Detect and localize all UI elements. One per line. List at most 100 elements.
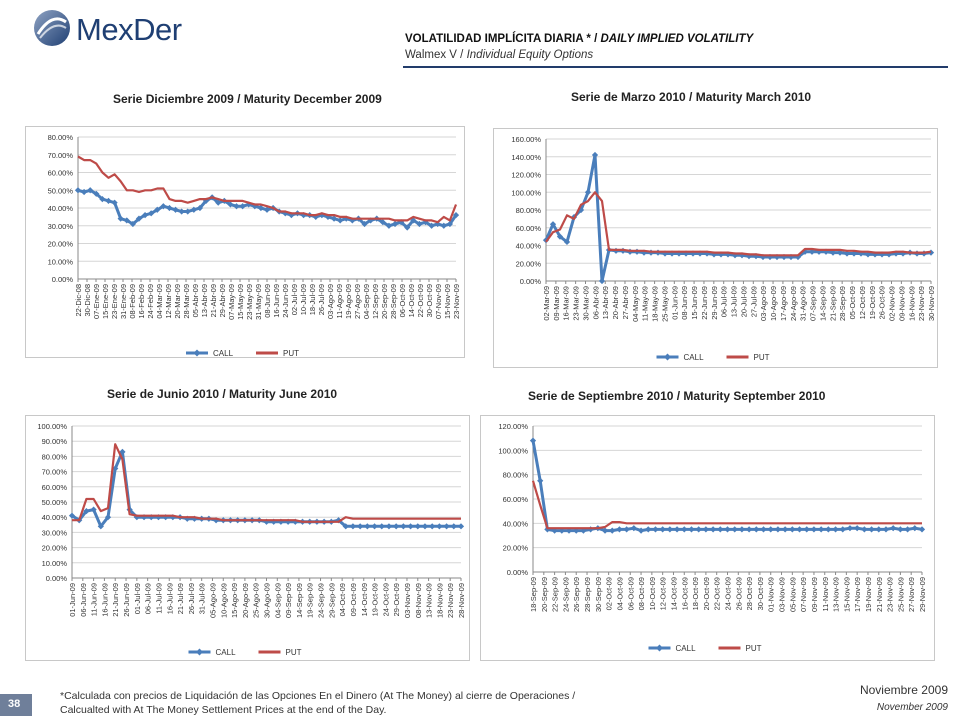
x-tick-label: 23-Ene-09 — [110, 284, 119, 319]
x-tick-label: 07-Ene-09 — [92, 284, 101, 319]
footnote: *Calculada con precios de Liquidación de… — [60, 689, 575, 717]
x-tick-label: 15-Nov-09 — [842, 577, 851, 612]
x-tick-label: 21-Jun-09 — [111, 583, 120, 617]
point-call — [803, 526, 810, 533]
x-tick-label: 05-Ago-09 — [208, 583, 217, 618]
y-tick-label: 80.00% — [503, 471, 529, 480]
y-tick-label: 80.00% — [516, 206, 542, 215]
legend-label-put: PUT — [286, 648, 302, 657]
x-tick-label: 13-Abr-09 — [601, 286, 610, 319]
point-call — [184, 208, 191, 215]
chart-svg: 0.00% 20.00% 40.00% 60.00% 80.00% 100.00% 120.… — [498, 422, 927, 653]
point-call — [745, 526, 753, 533]
point-call — [457, 523, 465, 530]
x-tick-label: 23-Nov-09 — [446, 583, 455, 618]
x-tick-label: 16-Oct-09 — [680, 577, 689, 610]
logo-globe-icon — [34, 10, 70, 46]
x-tick-label: 25-May-09 — [660, 286, 669, 322]
x-tick-label: 10-Oct-09 — [648, 577, 657, 610]
x-tick-label: 24-Oct-09 — [381, 583, 390, 616]
point-call — [239, 203, 246, 210]
x-tick-label: 26-Jul-09 — [187, 583, 196, 614]
point-call — [673, 526, 681, 533]
legend-label-put: PUT — [746, 644, 762, 653]
y-tick-label: 40.00% — [48, 204, 74, 213]
x-tick-label: 15-Ago-09 — [230, 583, 239, 618]
chart-march-2010: Serie de Marzo 2010 / Maturity March 201… — [483, 86, 938, 368]
x-tick-label: 26-Oct-09 — [734, 577, 743, 610]
page-title-separator: / — [590, 33, 601, 45]
x-tick-label: 08-Jun-09 — [680, 286, 689, 320]
x-tick-label: 29-Oct-09 — [392, 583, 401, 616]
y-tick-label: 20.00% — [503, 544, 529, 553]
page-subtitle-en: Individual Equity Options — [466, 49, 594, 61]
y-tick-label: 60.00% — [516, 224, 542, 233]
x-tick-label: 26-Jul-09 — [317, 284, 326, 315]
point-call — [666, 526, 673, 533]
x-tick-label: 01-Nov-09 — [767, 577, 776, 612]
legend-marker — [663, 353, 672, 361]
point-call — [378, 523, 385, 530]
x-tick-label: 06-Jun-09 — [79, 583, 88, 617]
point-call — [330, 215, 338, 222]
point-call — [598, 277, 606, 285]
x-tick-label: 27-Abr-09 — [621, 286, 630, 319]
x-tick-label: 05-Oct-09 — [848, 286, 857, 319]
point-call — [371, 523, 378, 530]
legend-label-put: PUT — [283, 349, 299, 358]
x-tick-label: 14-Oct-09 — [407, 284, 416, 317]
x-tick-label: 05-Abr-09 — [191, 284, 200, 317]
x-tick-label: 06-Oct-09 — [398, 284, 407, 317]
y-tick-label: 40.00% — [42, 513, 68, 522]
x-tick-label: 20-Sep-09 — [540, 577, 549, 612]
y-tick-label: 80.00% — [42, 452, 68, 461]
x-tick-label: 03-Nov-09 — [403, 583, 412, 618]
point-call — [702, 526, 710, 533]
x-tick-label: 01-Jul-09 — [133, 583, 142, 614]
series-line-put — [531, 480, 922, 530]
x-tick-label: 02-Oct-09 — [605, 577, 614, 610]
x-tick-label: 25-Nov-09 — [896, 577, 905, 612]
point-call — [782, 526, 789, 533]
point-call — [74, 187, 82, 194]
y-tick-label: 50.00% — [48, 186, 74, 195]
point-call — [652, 526, 659, 533]
page-subtitle-es: Walmex V — [405, 49, 457, 61]
y-tick-label: 0.00% — [520, 277, 542, 286]
point-call — [117, 215, 124, 222]
x-tick-label: 05-Nov-09 — [788, 577, 797, 612]
x-tick-label: 14-Oct-09 — [360, 583, 369, 616]
point-call — [135, 215, 143, 222]
x-tick-label: 14-Sep-09 — [818, 286, 827, 321]
legend-label-put: PUT — [754, 353, 770, 362]
x-tick-label: 21-Abr-09 — [209, 284, 218, 317]
x-tick-label: 28-Nov-09 — [457, 583, 466, 618]
x-tick-label: 31-Jul-09 — [198, 583, 207, 614]
x-tick-label: 04-Sep-09 — [273, 583, 282, 618]
header-divider — [403, 66, 948, 68]
x-tick-label: 30-Ago-09 — [263, 583, 272, 618]
x-tick-label: 22-Sep-09 — [551, 577, 560, 612]
point-call — [196, 204, 204, 212]
x-tick-label: 15-Nov-09 — [443, 284, 452, 319]
y-tick-label: 80.00% — [48, 133, 74, 142]
x-tick-label: 28-Mar-09 — [182, 284, 191, 319]
x-tick-label: 30-Dic-08 — [83, 284, 92, 317]
x-tick-label: 19-Ago-09 — [344, 284, 353, 319]
x-tick-label: 31-May-09 — [254, 284, 263, 320]
x-tick-label: 08-Feb-09 — [128, 284, 137, 319]
chart-december-2009: Serie Diciembre 2009 / Maturity December… — [25, 88, 465, 360]
x-tick-label: 06-Jul-09 — [720, 286, 729, 317]
x-tick-label: 21-Sep-09 — [828, 286, 837, 321]
x-tick-label: 18-Jul-09 — [308, 284, 317, 315]
page-subtitle: Walmex V / Individual Equity Options — [405, 49, 593, 61]
x-tick-label: 16-Feb-09 — [137, 284, 146, 319]
x-tick-label: 11-Jun-09 — [90, 583, 99, 616]
series-line-put — [77, 155, 458, 224]
point-call — [695, 526, 702, 533]
point-call — [93, 190, 100, 197]
x-tick-label: 02-Jul-09 — [290, 284, 299, 315]
y-tick-label: 70.00% — [48, 151, 74, 160]
x-tick-label: 16-Jul-09 — [165, 583, 174, 614]
x-tick-label: 18-May-09 — [651, 286, 660, 322]
